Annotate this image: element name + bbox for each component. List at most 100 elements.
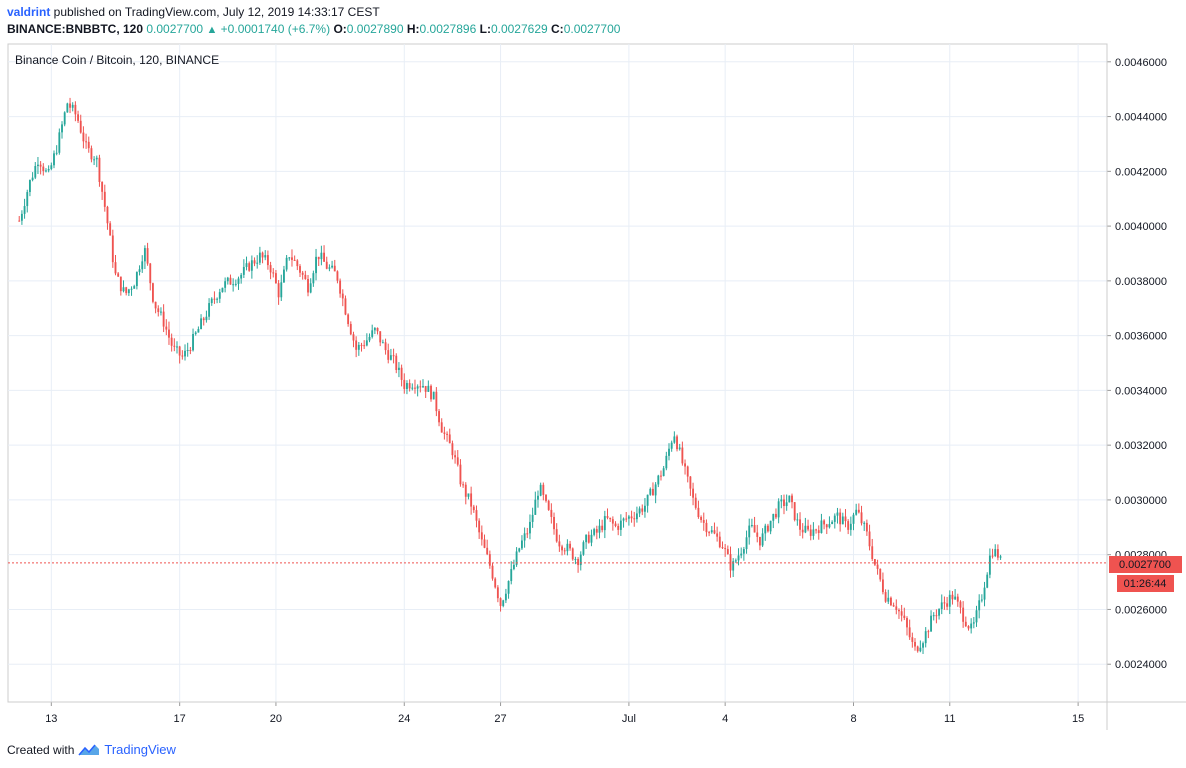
candle: [946, 596, 949, 611]
candle: [702, 512, 705, 531]
candle: [232, 278, 235, 292]
candle: [496, 585, 499, 603]
candle: [133, 284, 136, 289]
candle: [226, 276, 229, 285]
candle: [892, 602, 895, 607]
y-tick-label: 0.0034000: [1115, 385, 1167, 397]
candle: [328, 264, 331, 272]
candle: [753, 516, 756, 533]
x-tick-label: 15: [1072, 713, 1084, 725]
candle: [935, 609, 938, 624]
candle: [280, 274, 283, 301]
candle: [959, 600, 962, 614]
candle: [700, 515, 703, 523]
candle: [601, 519, 604, 533]
candle: [855, 503, 858, 516]
candle: [170, 333, 173, 352]
candle: [299, 264, 301, 278]
candle: [352, 331, 355, 348]
candle: [157, 305, 160, 317]
candle: [285, 254, 288, 272]
tradingview-logo-icon: [78, 744, 100, 755]
candle: [919, 640, 922, 653]
candle: [740, 547, 743, 559]
candle: [694, 493, 697, 510]
candle: [344, 295, 347, 316]
footer: Created with TradingView: [7, 742, 176, 757]
candle: [154, 301, 157, 314]
candle: [277, 280, 280, 305]
y-tick-label: 0.0040000: [1115, 221, 1167, 233]
price-chart[interactable]: Binance Coin / Bitcoin, 120, BINANCE 0.0…: [0, 0, 1186, 740]
candle: [20, 210, 23, 225]
candle: [676, 434, 678, 452]
candle: [403, 373, 406, 394]
candle: [635, 506, 638, 523]
candle: [841, 512, 844, 525]
candle: [523, 527, 526, 548]
close-label: C:: [551, 22, 564, 36]
candle: [930, 610, 932, 632]
x-tick-label: 24: [398, 713, 410, 725]
candle: [117, 272, 120, 277]
candle: [459, 459, 462, 487]
candle: [820, 513, 823, 534]
candle: [178, 345, 181, 364]
candle: [462, 481, 465, 488]
candle: [162, 304, 165, 333]
candle: [515, 547, 518, 567]
candle: [42, 163, 45, 176]
candle: [954, 589, 957, 601]
candle: [553, 512, 555, 535]
candle: [138, 265, 141, 276]
candle: [823, 519, 826, 530]
y-tick-label: 0.0024000: [1115, 659, 1167, 671]
candle: [34, 162, 37, 180]
candle: [644, 498, 646, 518]
candle: [419, 380, 422, 393]
candle: [39, 161, 42, 175]
x-tick-label: 11: [944, 713, 955, 725]
candle: [769, 520, 772, 535]
candle: [250, 255, 253, 279]
candle: [160, 307, 162, 316]
candle: [627, 514, 630, 526]
candle: [994, 544, 997, 558]
candle: [103, 184, 106, 212]
candle: [975, 605, 978, 627]
candle: [125, 286, 128, 296]
candle: [291, 249, 293, 267]
candle: [825, 523, 828, 535]
author-link[interactable]: valdrint: [7, 5, 51, 19]
candle: [665, 451, 668, 471]
candle: [411, 383, 414, 391]
candle: [440, 418, 443, 433]
grid-lines: [8, 44, 1107, 702]
candle: [387, 343, 390, 364]
candle: [510, 561, 513, 585]
candle: [208, 298, 211, 320]
candle: [53, 150, 55, 169]
candle: [796, 513, 799, 526]
candle: [726, 545, 729, 555]
candle: [392, 348, 395, 364]
candle: [371, 324, 374, 339]
candle: [307, 275, 309, 297]
y-axis: 0.0046000 0.0044000 0.0042000 0.0040000 0.00…: [1107, 57, 1167, 671]
candle: [534, 491, 537, 515]
candle: [61, 121, 63, 139]
y-tick-label: 0.0030000: [1115, 495, 1167, 507]
candle: [705, 519, 708, 537]
candle: [355, 336, 358, 358]
candle: [341, 289, 344, 307]
tradingview-brand-link[interactable]: TradingView: [104, 742, 176, 757]
candle: [69, 97, 71, 114]
candle: [884, 589, 887, 603]
candle: [839, 508, 842, 532]
candle: [916, 645, 919, 653]
plot-area[interactable]: [7, 43, 1108, 703]
candle: [66, 102, 69, 113]
candle: [95, 155, 98, 168]
candle: [938, 608, 941, 620]
x-tick-label: 8: [850, 713, 856, 725]
